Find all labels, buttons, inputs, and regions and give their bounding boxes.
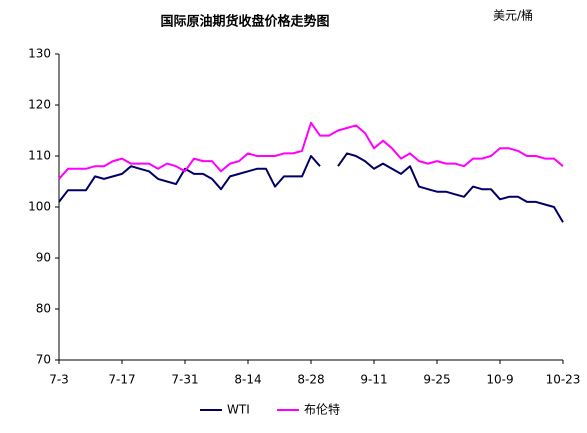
y-tick-label: 80 [36,302,51,316]
x-tick-label: 8-28 [297,373,324,387]
y-tick-label: 70 [36,353,51,367]
y-tick-label: 130 [28,47,51,61]
y-tick-label: 110 [28,149,51,163]
x-tick-label: 8-14 [234,373,261,387]
x-tick-label: 7-31 [171,373,198,387]
unit-label: 美元/桶 [493,8,533,23]
chart-title: 国际原油期货收盘价格走势图 [160,14,329,30]
x-tick-label: 7-17 [108,373,135,387]
x-tick-label: 9-25 [423,373,450,387]
x-tick-label: 10-23 [546,373,581,387]
x-tick-label: 10-9 [486,373,513,387]
y-tick-label: 90 [36,251,51,265]
y-tick-label: 120 [28,98,51,112]
legend-label: WTI [227,403,250,417]
y-tick-label: 100 [28,200,51,214]
x-tick-label: 9-11 [360,373,387,387]
line-series [58,121,564,180]
line-series [58,152,564,223]
x-tick-label: 7-3 [49,373,69,387]
legend-label: 布伦特 [304,402,340,417]
